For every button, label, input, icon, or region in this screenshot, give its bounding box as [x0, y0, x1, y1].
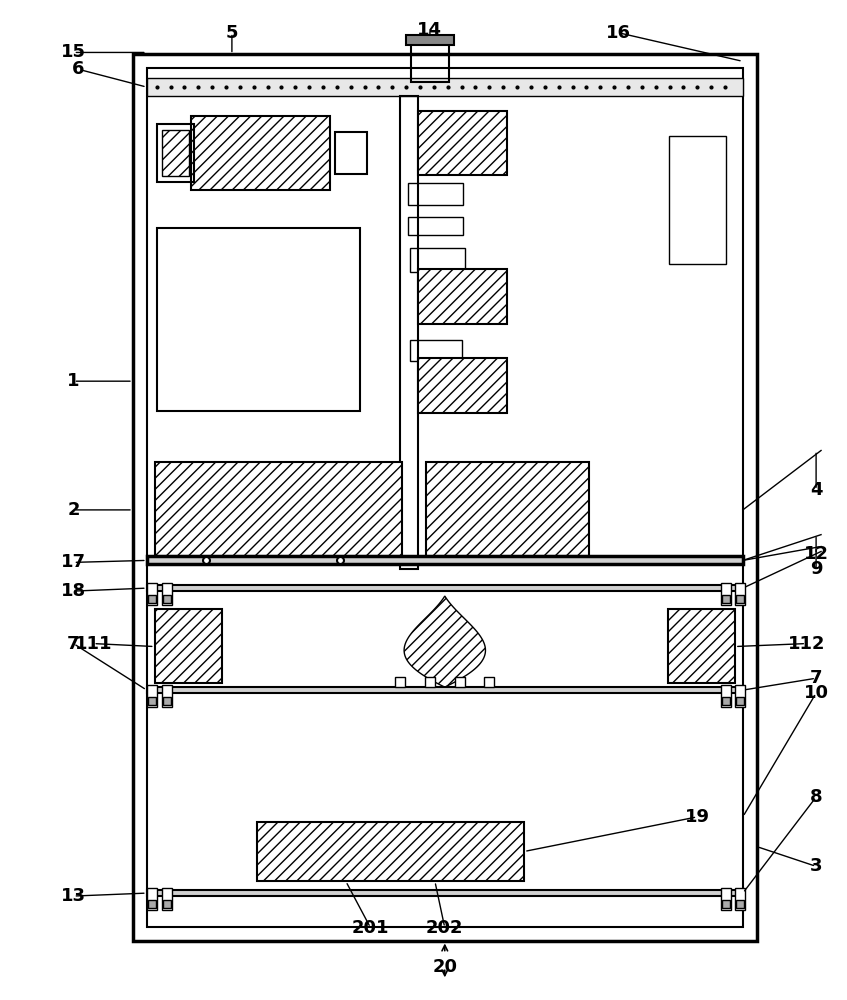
- Text: 2: 2: [67, 501, 80, 519]
- Bar: [147, 68, 743, 927]
- Bar: [735, 888, 745, 910]
- Text: 8: 8: [810, 788, 822, 806]
- Bar: [735, 685, 745, 707]
- Bar: [407, 35, 454, 45]
- Text: 17: 17: [61, 553, 86, 571]
- Text: 201: 201: [352, 919, 390, 937]
- Text: 16: 16: [606, 24, 630, 42]
- Bar: [257, 822, 524, 881]
- Bar: [721, 583, 731, 605]
- Text: 1: 1: [67, 372, 80, 390]
- Bar: [736, 900, 744, 908]
- Bar: [191, 116, 330, 190]
- Text: 19: 19: [684, 808, 710, 826]
- Text: 6: 6: [72, 60, 85, 78]
- Bar: [667, 609, 735, 683]
- Bar: [722, 900, 730, 908]
- Text: 15: 15: [61, 43, 86, 61]
- Bar: [147, 697, 156, 705]
- Bar: [147, 685, 157, 707]
- Bar: [147, 687, 743, 693]
- Text: 7: 7: [67, 635, 80, 653]
- Bar: [147, 595, 156, 603]
- Text: 5: 5: [225, 24, 238, 42]
- Bar: [147, 890, 743, 896]
- Bar: [418, 269, 507, 324]
- Bar: [401, 96, 418, 569]
- Bar: [162, 888, 171, 910]
- Polygon shape: [404, 596, 485, 687]
- Bar: [157, 228, 360, 411]
- Text: 4: 4: [810, 481, 822, 499]
- Bar: [396, 677, 405, 687]
- Bar: [155, 462, 402, 556]
- Bar: [147, 78, 743, 96]
- Text: 3: 3: [810, 857, 822, 875]
- Bar: [721, 888, 731, 910]
- Text: 7: 7: [810, 669, 822, 687]
- Bar: [408, 183, 462, 205]
- Bar: [335, 132, 367, 174]
- Bar: [722, 595, 730, 603]
- Text: 13: 13: [61, 887, 86, 905]
- Text: 111: 111: [75, 635, 112, 653]
- Text: 12: 12: [804, 545, 828, 563]
- Bar: [418, 111, 507, 175]
- Text: 18: 18: [61, 582, 86, 600]
- Text: 9: 9: [810, 560, 822, 578]
- Bar: [455, 677, 465, 687]
- Bar: [147, 585, 743, 591]
- Bar: [147, 888, 157, 910]
- Bar: [147, 583, 157, 605]
- Bar: [735, 583, 745, 605]
- Bar: [162, 130, 190, 176]
- Bar: [722, 697, 730, 705]
- Bar: [133, 54, 756, 941]
- Bar: [155, 609, 222, 683]
- Bar: [736, 595, 744, 603]
- Text: 112: 112: [788, 635, 825, 653]
- Text: 10: 10: [804, 684, 828, 702]
- Bar: [668, 136, 726, 264]
- Bar: [721, 685, 731, 707]
- Bar: [147, 556, 743, 564]
- Bar: [736, 697, 744, 705]
- Bar: [163, 900, 170, 908]
- Bar: [411, 37, 449, 82]
- Bar: [157, 124, 194, 182]
- Bar: [418, 358, 507, 413]
- Bar: [147, 900, 156, 908]
- Bar: [426, 462, 590, 556]
- Bar: [163, 595, 170, 603]
- Text: 14: 14: [418, 21, 442, 39]
- Bar: [425, 677, 435, 687]
- Text: 202: 202: [426, 919, 463, 937]
- Bar: [484, 677, 495, 687]
- Bar: [410, 248, 465, 272]
- Text: 20: 20: [432, 958, 457, 976]
- Bar: [162, 685, 171, 707]
- Bar: [408, 217, 462, 235]
- Bar: [410, 340, 462, 361]
- Bar: [162, 583, 171, 605]
- Bar: [163, 697, 170, 705]
